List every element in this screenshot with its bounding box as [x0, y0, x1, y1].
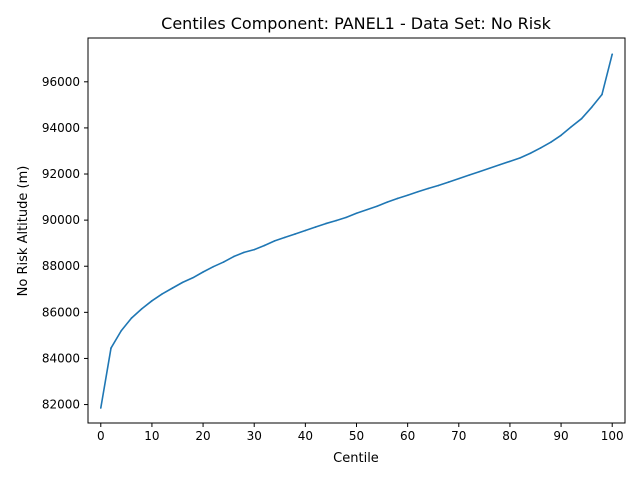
data-point — [386, 201, 388, 203]
y-axis-title: No Risk Altitude (m) — [16, 166, 31, 297]
y-tick-label: 94000 — [42, 121, 80, 135]
data-point — [273, 240, 276, 242]
data-point — [171, 287, 174, 289]
data-point — [570, 125, 573, 128]
y-axis: 82000 84000 86000 88000 90000 92000 94000 96000 — [42, 75, 88, 412]
data-point — [243, 251, 245, 254]
data-point — [232, 255, 235, 258]
data-point — [192, 276, 194, 279]
data-point — [120, 329, 123, 332]
data-point — [437, 184, 440, 187]
data-point — [417, 190, 419, 193]
x-tick-label: 20 — [195, 429, 210, 443]
x-tick-label: 30 — [247, 429, 262, 443]
x-tick-label: 50 — [349, 429, 364, 443]
data-point — [253, 248, 256, 251]
data-point — [222, 261, 225, 263]
data-point — [406, 194, 409, 197]
y-tick-label: 86000 — [42, 305, 80, 319]
x-tick-label: 0 — [97, 429, 105, 443]
y-tick-label: 92000 — [42, 167, 80, 181]
x-tick-label: 80 — [502, 429, 517, 443]
y-tick-label: 90000 — [42, 213, 80, 227]
data-point — [590, 106, 593, 108]
data-point — [509, 160, 511, 163]
data-point — [376, 205, 378, 208]
data-point — [314, 226, 317, 228]
data-point — [181, 281, 184, 284]
data-points — [99, 53, 614, 409]
data-point — [151, 300, 153, 302]
x-tick-label: 60 — [400, 429, 415, 443]
data-point — [550, 141, 552, 144]
x-axis: 0 10 20 30 40 50 60 70 80 90 100 — [97, 423, 624, 443]
y-tick-label: 84000 — [42, 351, 80, 365]
data-point — [345, 216, 348, 219]
data-point — [212, 265, 215, 268]
data-point — [355, 212, 358, 215]
data-point — [447, 181, 450, 183]
data-point — [161, 293, 163, 295]
data-point — [478, 170, 481, 173]
data-point — [284, 236, 286, 239]
data-point — [519, 157, 521, 159]
data-point — [498, 163, 501, 166]
data-point — [396, 197, 399, 200]
data-point — [427, 187, 429, 190]
data-point — [529, 152, 532, 155]
y-tick-label: 82000 — [42, 398, 80, 412]
data-point — [202, 271, 204, 273]
x-tick-label: 100 — [601, 429, 624, 443]
data-point — [335, 219, 337, 222]
x-axis-title: Centile — [333, 451, 379, 466]
data-point — [488, 167, 491, 170]
x-tick-label: 40 — [298, 429, 313, 443]
data-point — [580, 117, 583, 120]
chart-title: Centiles Component: PANEL1 - Data Set: N… — [161, 14, 551, 33]
data-point — [304, 229, 307, 232]
x-tick-label: 10 — [144, 429, 159, 443]
data-point — [140, 308, 143, 310]
x-tick-label: 70 — [451, 429, 466, 443]
data-point — [130, 317, 133, 319]
y-tick-label: 96000 — [42, 75, 80, 89]
data-point — [110, 347, 112, 349]
data-point — [325, 222, 327, 225]
data-point — [611, 53, 614, 55]
data-point — [263, 244, 266, 247]
data-point — [365, 208, 368, 211]
y-tick-label: 88000 — [42, 259, 80, 273]
data-point — [457, 177, 460, 180]
data-point — [539, 147, 542, 149]
data-point — [468, 174, 470, 176]
x-tick-label: 90 — [553, 429, 568, 443]
data-point — [601, 93, 603, 96]
data-point — [560, 134, 562, 137]
data-point — [99, 407, 102, 409]
data-point — [294, 233, 296, 235]
